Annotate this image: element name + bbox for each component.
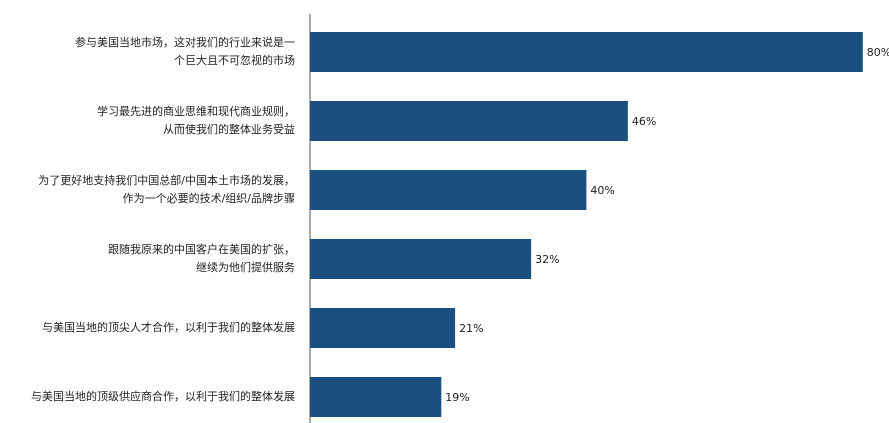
value-label: 80% [867, 46, 889, 59]
category-label: 参与美国当地市场，这对我们的行业来说是一 个巨大且不可忽视的市场 [75, 36, 295, 67]
value-label: 21% [459, 322, 483, 335]
category-label: 学习最先进的商业思维和现代商业规则， 从而使我们的整体业务受益 [97, 105, 295, 136]
category-label: 跟随我原来的中国客户在美国的扩张， 继续为他们提供服务 [108, 243, 295, 274]
category-label: 为了更好地支持我们中国总部/中国本土市场的发展， 作为一个必要的技术/组织/品牌… [38, 174, 295, 205]
value-label: 40% [590, 184, 614, 197]
category-label: 与美国当地的顶级供应商合作，以利于我们的整体发展 [31, 390, 295, 403]
bar [310, 308, 456, 348]
bar [310, 101, 628, 141]
bar [310, 170, 587, 210]
bar [310, 32, 863, 72]
value-label: 19% [445, 391, 469, 404]
bar [310, 239, 532, 279]
category-label: 与美国当地的顶尖人才合作，以利于我们的整体发展 [42, 321, 295, 334]
value-label: 46% [632, 115, 656, 128]
value-label: 32% [535, 253, 559, 266]
bar [310, 377, 442, 417]
